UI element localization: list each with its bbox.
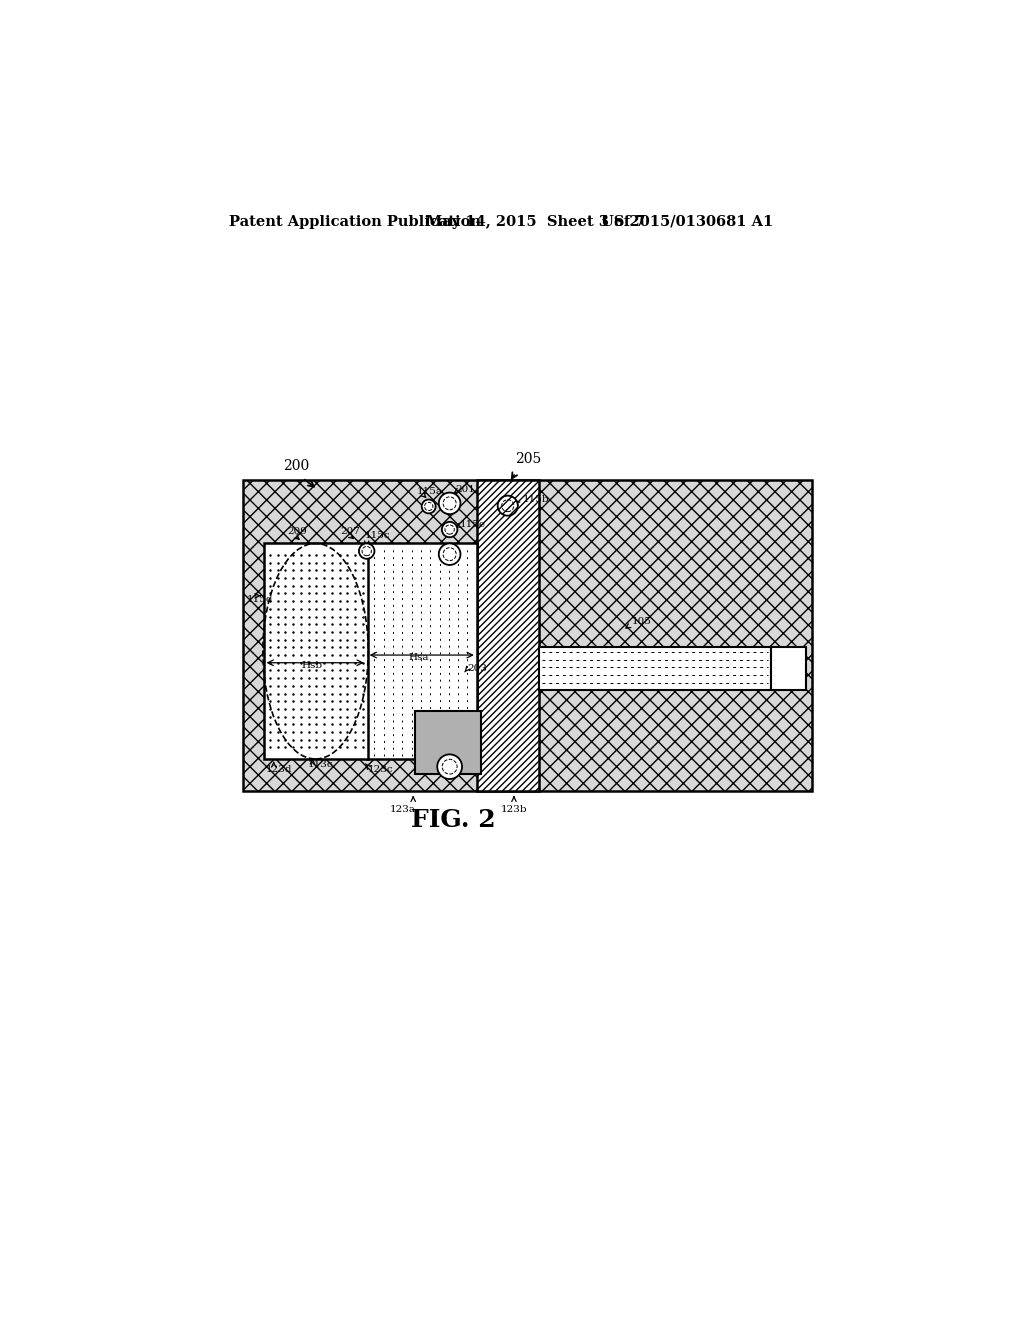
Text: 105: 105 [632,618,651,627]
Text: 115b: 115b [523,495,550,504]
Bar [539,647,771,689]
Bar [243,480,812,792]
Circle shape [422,499,435,513]
Text: Hsb: Hsb [302,660,323,669]
Text: 123c: 123c [369,764,394,774]
Text: 119: 119 [461,766,481,775]
Text: Patent Application Publication: Patent Application Publication [228,215,480,228]
Text: 205: 205 [515,453,542,466]
Text: 115c: 115c [365,531,390,540]
Text: US 2015/0130681 A1: US 2015/0130681 A1 [601,215,773,228]
Circle shape [359,544,375,558]
Text: 115d: 115d [247,595,273,605]
Text: May 14, 2015  Sheet 3 of 7: May 14, 2015 Sheet 3 of 7 [426,215,646,228]
Bar [415,711,480,775]
Text: FIG. 2: FIG. 2 [412,808,496,832]
Text: 123a: 123a [390,805,416,814]
Text: 201: 201 [455,484,475,494]
Text: 123b: 123b [501,805,527,814]
Text: 123d: 123d [266,764,293,774]
Circle shape [498,496,518,516]
Circle shape [438,492,461,515]
Circle shape [442,521,458,537]
Text: 113c: 113c [308,760,334,768]
Text: 200: 200 [283,458,309,473]
Bar [477,480,539,792]
Text: 115e: 115e [460,520,485,529]
Bar [263,544,369,759]
Text: 203: 203 [467,664,487,673]
Bar [367,544,477,759]
Text: Hsa: Hsa [409,653,429,661]
Text: 207: 207 [340,527,360,536]
Circle shape [438,544,461,565]
Bar [771,647,806,689]
Text: 209: 209 [287,527,307,536]
Text: 115a: 115a [417,487,442,495]
Circle shape [437,755,462,779]
